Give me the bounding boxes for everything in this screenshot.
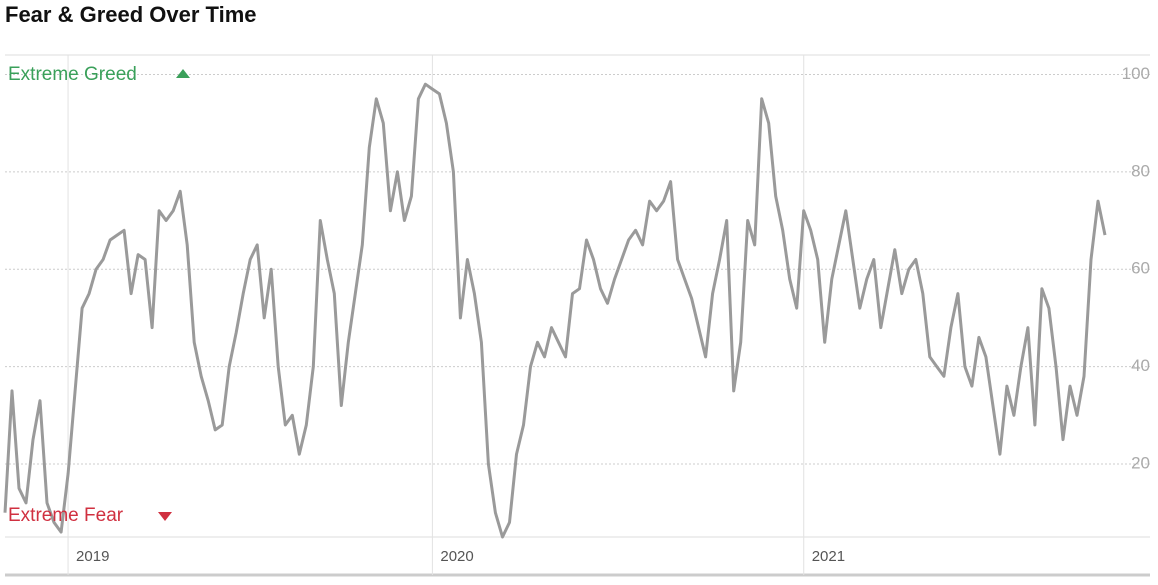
series xyxy=(3,82,1107,539)
chart-title: Fear & Greed Over Time xyxy=(5,2,257,27)
down-arrow xyxy=(158,512,172,521)
grid: 20 40 60 80 100 2019 2020 2021 xyxy=(5,55,1150,575)
y-tick-label: 60 xyxy=(1131,259,1150,278)
extreme-fear-label: Extreme Fear xyxy=(8,505,124,526)
y-tick-label: 80 xyxy=(1131,161,1150,180)
up-arrow xyxy=(176,69,190,78)
extreme-greed-label: Extreme Greed xyxy=(8,64,137,85)
x-tick-label: 2020 xyxy=(440,548,473,565)
x-tick-label: 2021 xyxy=(812,548,845,565)
x-tick-label: 2019 xyxy=(76,548,109,565)
y-tick-label: 100 xyxy=(1122,64,1150,83)
fear-greed-line xyxy=(3,82,1107,539)
y-tick-label: 40 xyxy=(1131,356,1150,375)
y-tick-label: 20 xyxy=(1131,453,1150,472)
